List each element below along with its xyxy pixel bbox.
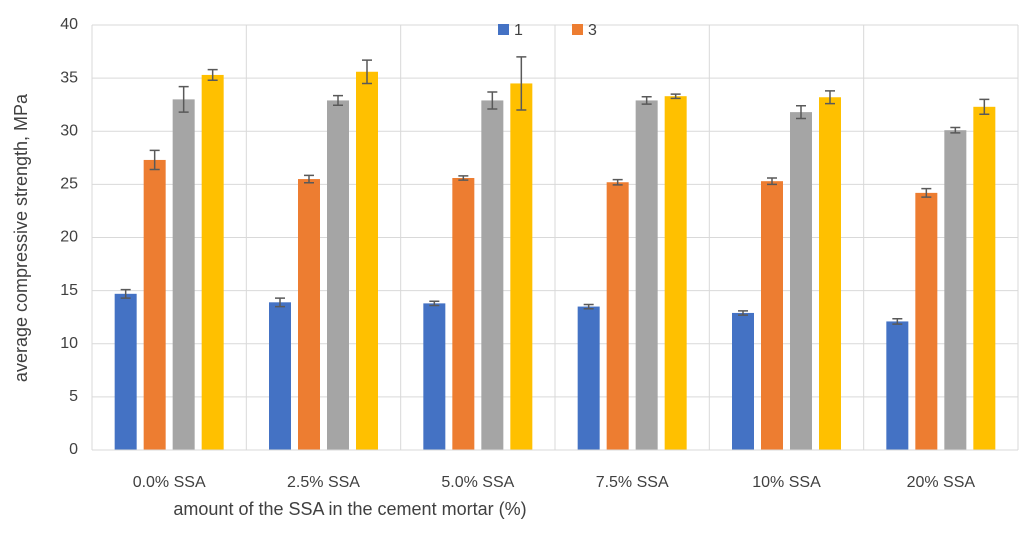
error-bar bbox=[487, 91, 498, 110]
error-bar bbox=[333, 94, 343, 106]
x-tick-label: 10% SSA bbox=[752, 474, 821, 491]
error-bar bbox=[979, 98, 990, 115]
error-bar bbox=[583, 303, 594, 310]
bar bbox=[172, 99, 195, 450]
bar bbox=[423, 303, 446, 450]
error-bar bbox=[458, 175, 469, 181]
error-bar bbox=[670, 93, 681, 100]
error-bar bbox=[892, 318, 903, 325]
y-tick-label: 25 bbox=[60, 176, 78, 193]
bar bbox=[819, 97, 841, 450]
bar bbox=[481, 100, 504, 450]
bar bbox=[664, 96, 687, 450]
legend-label: 3 bbox=[588, 22, 597, 39]
bar bbox=[269, 302, 291, 450]
bar bbox=[327, 100, 349, 450]
x-tick-label: 5.0% SSA bbox=[441, 474, 514, 491]
bar bbox=[915, 192, 938, 450]
bar bbox=[606, 182, 629, 450]
legend-swatch bbox=[498, 24, 509, 35]
error-bar bbox=[796, 105, 806, 120]
error-bar bbox=[612, 178, 623, 186]
error-bar bbox=[120, 288, 131, 299]
bar bbox=[973, 106, 996, 450]
error-bar bbox=[178, 85, 189, 113]
x-tick-label: 2.5% SSA bbox=[287, 474, 360, 491]
bar bbox=[790, 112, 812, 450]
y-tick-label: 15 bbox=[60, 282, 78, 299]
bar bbox=[635, 100, 658, 450]
y-tick-label: 5 bbox=[69, 388, 78, 405]
bar bbox=[577, 306, 600, 450]
bar bbox=[201, 74, 224, 450]
bar bbox=[732, 312, 754, 450]
error-bar bbox=[825, 90, 835, 105]
error-bar bbox=[950, 126, 961, 134]
error-bar bbox=[921, 187, 932, 198]
error-bar bbox=[641, 95, 652, 105]
legend-swatch bbox=[572, 24, 583, 35]
error-bar bbox=[516, 56, 527, 111]
y-tick-label: 10 bbox=[60, 335, 78, 352]
bar bbox=[944, 130, 967, 450]
y-tick-label: 40 bbox=[60, 16, 78, 33]
bar bbox=[452, 178, 475, 450]
bar bbox=[886, 321, 909, 450]
bar bbox=[114, 293, 137, 450]
bar bbox=[298, 179, 320, 450]
error-bar bbox=[429, 300, 440, 307]
error-bar bbox=[738, 310, 748, 316]
bar bbox=[356, 71, 378, 450]
error-bar bbox=[207, 68, 218, 81]
error-bar bbox=[149, 149, 160, 171]
bar bbox=[510, 83, 533, 450]
error-bar bbox=[275, 297, 285, 308]
error-bar bbox=[304, 174, 314, 184]
x-tick-label: 20% SSA bbox=[907, 474, 976, 491]
legend-label: 1 bbox=[514, 22, 523, 39]
x-tick-label: 7.5% SSA bbox=[596, 474, 669, 491]
y-tick-label: 20 bbox=[60, 229, 78, 246]
y-axis-title: average compressive strength, MPa bbox=[11, 93, 31, 382]
x-tick-label: 0.0% SSA bbox=[133, 474, 206, 491]
bar bbox=[143, 159, 166, 450]
y-tick-label: 35 bbox=[60, 69, 78, 86]
error-bar bbox=[767, 177, 777, 186]
x-axis-title: amount of the SSA in the cement mortar (… bbox=[173, 499, 526, 519]
y-tick-label: 0 bbox=[69, 441, 78, 458]
y-tick-label: 30 bbox=[60, 122, 78, 139]
error-bar bbox=[362, 59, 372, 85]
bar bbox=[761, 181, 783, 450]
